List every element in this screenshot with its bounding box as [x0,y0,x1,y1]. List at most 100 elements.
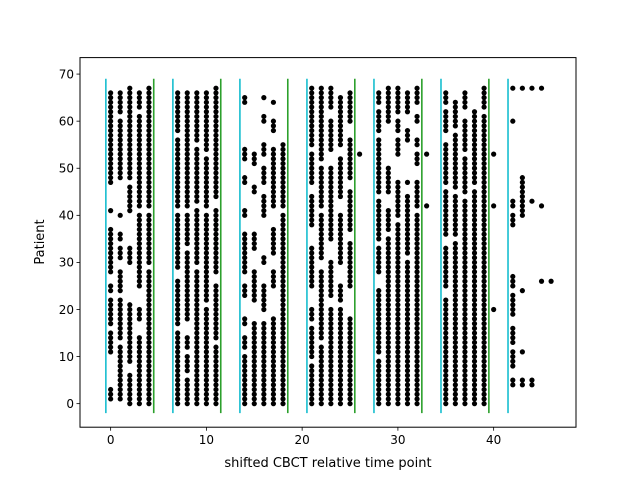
data-point [127,382,133,388]
data-point [318,189,324,195]
data-point [318,95,324,101]
data-point [175,259,181,266]
data-point [328,132,334,138]
data-point [385,104,391,110]
data-point [328,236,334,242]
data-point [404,250,411,256]
data-point [136,368,142,374]
data-point [309,401,315,407]
data-point [184,113,190,120]
data-point [146,179,152,185]
data-point [318,330,324,336]
data-point [376,321,382,327]
data-point [481,95,487,101]
data-point [251,283,257,289]
data-point [280,240,286,247]
data-point [108,175,114,181]
data-point [481,372,487,379]
data-point [538,203,545,209]
data-point [328,386,334,393]
data-point [404,330,411,336]
data-point [136,269,142,275]
data-point [184,297,190,303]
data-point [280,391,286,397]
data-point [328,193,334,200]
data-point [127,156,133,162]
data-point [481,255,487,261]
data-point [309,99,315,105]
data-point [347,344,353,350]
data-point [337,109,344,115]
data-point [328,321,334,327]
data-point [309,198,315,204]
data-point [175,160,181,167]
data-point [146,330,152,336]
data-point [175,396,181,402]
data-point [146,269,152,275]
data-point [404,245,411,251]
data-point [146,189,152,195]
data-point [184,132,190,138]
data-point [404,335,411,341]
data-point [414,353,420,360]
data-point [270,127,277,134]
data-point [481,146,487,153]
data-point [117,236,123,242]
data-point [270,160,277,167]
data-point [404,99,411,105]
data-point [318,184,324,190]
data-point [452,156,458,162]
data-point [404,198,411,204]
data-point [213,386,219,393]
data-point [251,325,257,331]
data-point [395,90,401,96]
data-point [117,325,123,331]
data-point [443,278,449,284]
data-point [184,198,190,204]
data-point [280,372,286,379]
data-point [452,175,458,181]
data-point [385,184,391,190]
data-point [213,184,219,190]
data-point [117,104,123,110]
data-point [462,264,468,270]
data-point [146,306,152,313]
data-point [481,217,487,223]
data-point [184,363,190,369]
data-point [385,118,391,124]
data-point [127,321,133,327]
data-point [242,212,248,218]
data-point [136,335,142,341]
data-point [194,325,200,331]
data-point [347,212,353,218]
data-point [318,292,324,298]
data-point [251,321,257,327]
data-point [184,90,190,96]
data-point [385,297,391,303]
data-point [318,363,324,369]
data-point [462,368,468,374]
data-point [328,335,334,341]
data-point [462,391,468,397]
data-point [471,132,478,138]
data-point [462,306,468,313]
data-point [337,123,344,129]
data-point [404,306,411,313]
data-point [481,353,487,360]
data-point [127,330,133,336]
data-point [117,363,123,369]
data-point [443,95,449,101]
data-point [251,288,257,294]
data-point [108,132,114,138]
data-point [242,179,248,185]
data-point [270,226,277,233]
data-point [261,368,267,374]
data-point [318,231,324,237]
data-point [108,269,114,275]
data-point [414,311,420,317]
data-point [280,160,286,167]
data-point [481,123,487,129]
data-point [481,231,487,237]
data-point [309,335,315,341]
data-point [184,396,190,402]
